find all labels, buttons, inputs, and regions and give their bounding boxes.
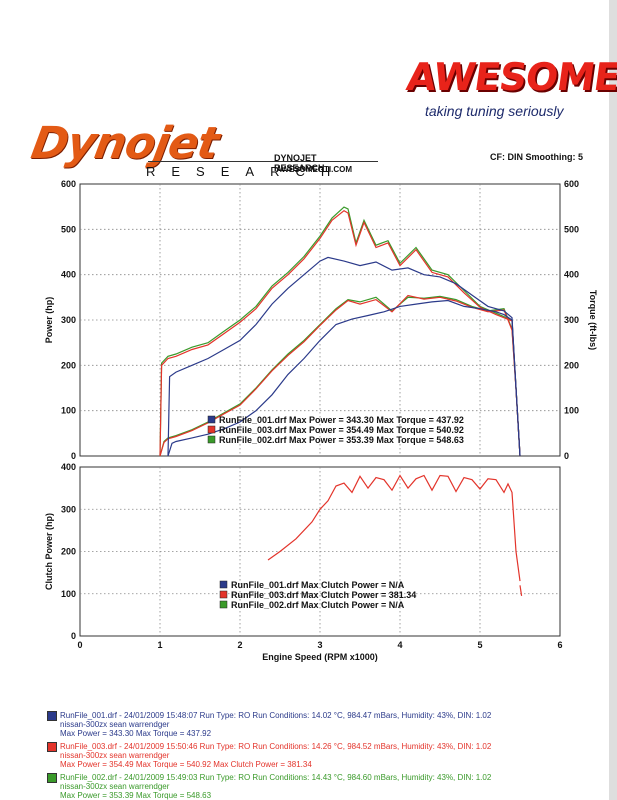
y-tick-label: 200 — [61, 360, 76, 370]
y-tick-label: 600 — [61, 179, 76, 189]
dynojet-spaced-research: RESEARCH — [146, 164, 347, 179]
dynojet-url: AWESOMEGTI.COM — [276, 165, 352, 174]
run-info-line1: RunFile_003.drf - 24/01/2009 15:50:46 Ru… — [60, 742, 492, 751]
run-info-line3: Max Power = 354.49 Max Torque = 540.92 M… — [60, 760, 312, 769]
run-info-entry: RunFile_002.drf - 24/01/2009 15:49:03 Ru… — [47, 773, 580, 800]
run-color-swatch — [47, 742, 57, 752]
y-tick-label: 500 — [61, 224, 76, 234]
y2-tick-label: 500 — [564, 224, 579, 234]
x-tick-label: 3 — [317, 640, 322, 650]
power-axis-label: Power (hp) — [44, 297, 54, 344]
run-info-line1: RunFile_001.drf - 24/01/2009 15:48:07 Ru… — [60, 711, 492, 720]
run-info-line2: nissan-300zx sean warrendger — [60, 782, 170, 791]
torque-axis-label: Torque (ft-lbs) — [588, 290, 598, 350]
legend-entry: RunFile_003.drf Max Power = 354.49 Max T… — [219, 425, 464, 435]
power-series-line — [159, 294, 521, 457]
legend-entry: RunFile_002.drf Max Clutch Power = N/A — [231, 600, 405, 610]
run-info-entry: RunFile_003.drf - 24/01/2009 15:50:46 Ru… — [47, 742, 580, 769]
dynojet-research-label: DYNOJET RESEARCH — [274, 153, 325, 173]
torque-series-line — [159, 206, 521, 457]
y-tick-label: 300 — [61, 504, 76, 514]
legend-swatch — [207, 415, 216, 424]
run-info-line3: Max Power = 353.39 Max Torque = 548.63 — [60, 791, 212, 800]
x-tick-label: 1 — [157, 640, 162, 650]
run-color-swatch — [47, 773, 57, 783]
x-tick-label: 0 — [77, 640, 82, 650]
y2-tick-label: 200 — [564, 360, 579, 370]
run-info-line1: RunFile_002.drf - 24/01/2009 15:49:03 Ru… — [60, 773, 492, 782]
y-tick-label: 400 — [61, 462, 76, 472]
y2-tick-label: 100 — [564, 406, 579, 416]
legend-entry: RunFile_001.drf Max Clutch Power = N/A — [231, 580, 405, 590]
y-tick-label: 100 — [61, 589, 76, 599]
dynojet-underline — [148, 161, 378, 162]
awesome-logo: AWESOME taking tuning seriously — [403, 55, 617, 125]
y-tick-label: 300 — [61, 315, 76, 325]
run-info-line2: nissan-300zx sean warrendger — [60, 751, 170, 760]
run-info-line2: nissan-300zx sean warrendger — [60, 720, 170, 729]
run-info-entry: RunFile_001.drf - 24/01/2009 15:48:07 Ru… — [47, 711, 580, 738]
y-tick-label: 400 — [61, 270, 76, 280]
cf-smoothing-label: CF: DIN Smoothing: 5 — [490, 152, 583, 162]
y-tick-label: 0 — [71, 451, 76, 461]
y-tick-label: 0 — [71, 631, 76, 641]
legend-entry: RunFile_002.drf Max Power = 353.39 Max T… — [219, 435, 464, 445]
run-info-line3: Max Power = 343.30 Max Torque = 437.92 — [60, 729, 212, 738]
x-tick-label: 4 — [397, 640, 402, 650]
y-tick-label: 100 — [61, 406, 76, 416]
engine-speed-axis-label: Engine Speed (RPM x1000) — [262, 652, 378, 662]
x-tick-label: 6 — [557, 640, 562, 650]
awesome-tagline: taking tuning seriously — [425, 103, 564, 119]
clutch-power-series-line — [519, 585, 523, 596]
legend-swatch — [219, 600, 228, 609]
clutch-power-axis-label: Clutch Power (hp) — [44, 513, 54, 590]
legend-swatch — [219, 580, 228, 589]
y2-tick-label: 600 — [564, 179, 579, 189]
page-edge — [609, 0, 617, 800]
legend-entry: RunFile_001.drf Max Power = 343.30 Max T… — [219, 415, 464, 425]
x-tick-label: 5 — [477, 640, 482, 650]
y2-tick-label: 400 — [564, 270, 579, 280]
legend-swatch — [207, 435, 216, 444]
y-tick-label: 200 — [61, 547, 76, 557]
clutch-power-series-line — [267, 474, 521, 582]
run-color-swatch — [47, 711, 57, 721]
legend-swatch — [219, 590, 228, 599]
y2-tick-label: 300 — [564, 315, 579, 325]
y2-tick-label: 0 — [564, 451, 569, 461]
legend-entry: RunFile_003.drf Max Clutch Power = 381.3… — [231, 590, 416, 600]
legend-swatch — [207, 425, 216, 434]
torque-series-line — [159, 209, 521, 457]
torque-series-line — [167, 256, 521, 457]
x-tick-label: 2 — [237, 640, 242, 650]
dynojet-logo: Dynojet DYNOJET RESEARCH AWESOMEGTI.COM … — [28, 118, 378, 188]
